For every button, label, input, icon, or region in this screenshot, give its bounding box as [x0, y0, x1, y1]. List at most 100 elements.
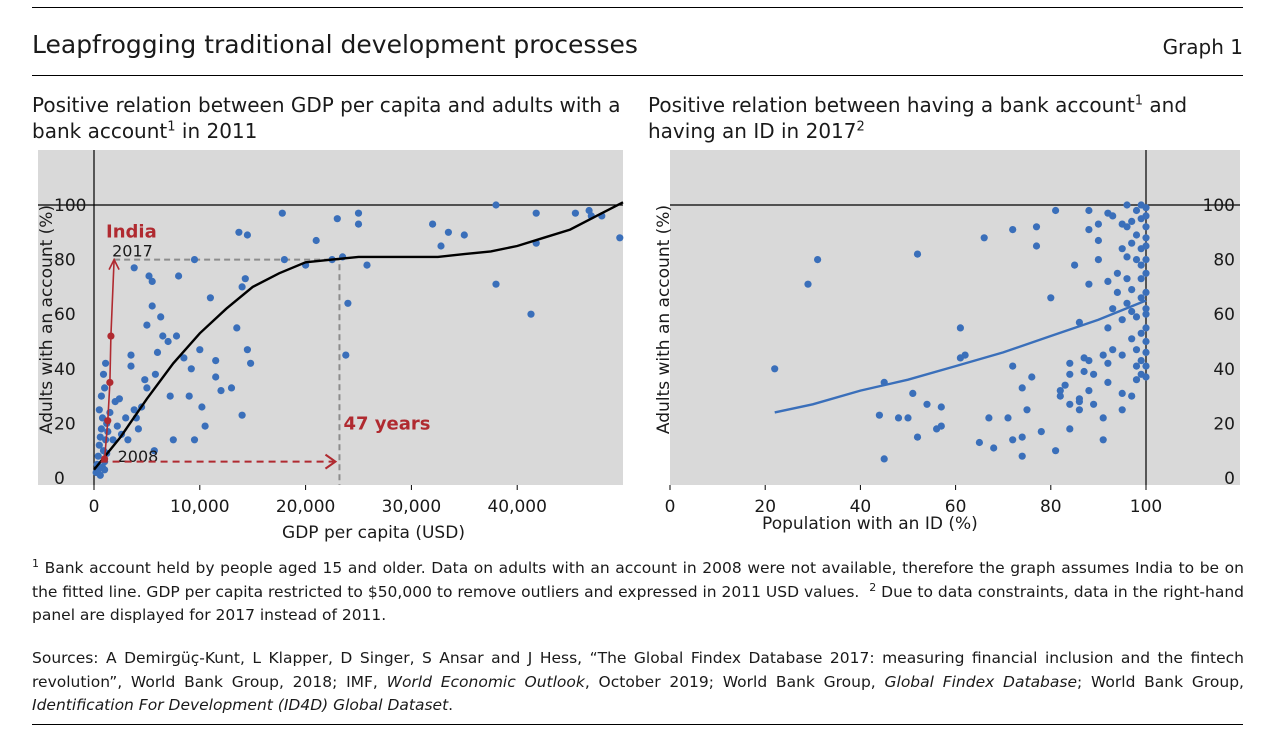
left-data-point [492, 280, 500, 288]
right-y-tick-label: 40 [1213, 360, 1235, 380]
right-data-point [1023, 406, 1031, 414]
right-x-axis-label: Population with an ID (%) [762, 514, 978, 534]
right-data-point [1118, 351, 1126, 359]
right-data-point [1132, 346, 1141, 354]
right-data-point [1094, 256, 1102, 264]
right-data-point [1018, 452, 1026, 460]
left-data-point [354, 220, 363, 228]
left-data-point [198, 403, 206, 411]
right-data-point [904, 414, 912, 422]
right-data-point [913, 250, 922, 258]
left-x-tick-label: 0 [89, 497, 100, 517]
right-data-point [1137, 357, 1145, 365]
left-data-point [437, 242, 445, 250]
right-data-point [956, 324, 965, 332]
right-data-point [814, 256, 822, 264]
right-data-point [1047, 294, 1055, 302]
right-x-tick-label: 20 [754, 497, 776, 517]
left-data-point [585, 206, 593, 215]
right-data-point [1123, 201, 1131, 209]
left-y-tick-label: 0 [54, 469, 65, 489]
left-fit-line [93, 201, 624, 471]
left-x-tick-label: 10,000 [170, 497, 229, 517]
left-data-point [113, 422, 121, 430]
right-data-point [880, 455, 888, 463]
left-data-point [141, 376, 149, 384]
right-y-tick-label: 80 [1213, 251, 1235, 271]
right-data-point [1123, 299, 1131, 307]
right-data-point [1075, 318, 1083, 326]
left-data-point [95, 406, 103, 414]
right-data-point [804, 280, 812, 288]
right-data-point [1132, 231, 1141, 239]
left-data-point [235, 228, 243, 236]
right-x-tick-label: 0 [665, 497, 676, 517]
left-data-point [196, 346, 204, 354]
right-data-point [1018, 433, 1026, 441]
india-point [106, 378, 114, 387]
right-data-point [1137, 275, 1145, 283]
right-data-point [1123, 275, 1131, 283]
right-data-point [1142, 337, 1150, 346]
right-data-point [1113, 269, 1121, 277]
left-data-point [130, 264, 138, 272]
left-data-point [280, 256, 288, 264]
left-data-point [247, 359, 255, 367]
left-y-tick-label: 60 [54, 305, 76, 325]
right-data-point [1137, 329, 1145, 337]
left-data-point [217, 387, 225, 395]
left-data-point [159, 332, 167, 340]
right-plot-area [670, 150, 1240, 485]
right-data-point [1004, 414, 1012, 422]
right-data-point [1028, 373, 1036, 381]
right-data-point [1128, 335, 1136, 343]
left-data-point [143, 321, 151, 329]
left-data-point [115, 395, 123, 403]
left-data-point [99, 370, 108, 378]
right-data-point [1056, 387, 1064, 395]
left-data-point [166, 392, 174, 400]
right-data-point [1066, 370, 1074, 378]
right-data-point [1142, 305, 1150, 313]
right-data-point [1142, 362, 1150, 370]
right-y-tick-label: 20 [1213, 414, 1235, 434]
left-data-point [201, 422, 209, 430]
right-data-point [1066, 425, 1074, 433]
right-data-point [1118, 245, 1126, 253]
right-data-point [1085, 387, 1093, 395]
left-data-point [102, 359, 110, 367]
india-point [104, 417, 112, 425]
right-data-point [1085, 206, 1093, 215]
left-data-point [130, 406, 138, 414]
right-data-point [1142, 212, 1150, 220]
left-data-point [227, 384, 236, 392]
right-data-point [1128, 307, 1136, 316]
left-data-point [94, 452, 102, 460]
right-data-point [1132, 256, 1141, 264]
right-data-point [1109, 212, 1117, 220]
left-data-point [190, 436, 199, 444]
left-data-point [148, 277, 156, 285]
right-data-point [1142, 242, 1150, 250]
bottom-rule [32, 724, 1243, 725]
right-data-point [937, 403, 945, 411]
left-data-point [97, 392, 105, 400]
left-data-point [157, 313, 165, 321]
right-data-point [937, 422, 945, 430]
left-data-point [312, 236, 320, 245]
right-data-point [923, 400, 931, 408]
right-data-point [1085, 357, 1093, 365]
right-data-point [1142, 223, 1150, 231]
right-data-point [1123, 223, 1131, 231]
left-data-point [429, 220, 437, 228]
right-data-point [771, 365, 779, 373]
right-data-point [1075, 406, 1083, 414]
right-data-point [1009, 436, 1017, 444]
left-y-axis-label: Adults with an account (%) [37, 205, 57, 434]
left-chart-subtitle: Positive relation between GDP per capita… [32, 93, 621, 143]
right-data-point [1132, 362, 1141, 370]
left-data-point [101, 384, 109, 392]
left-data-point [109, 436, 117, 444]
right-data-point [909, 389, 917, 397]
right-data-point [1109, 305, 1117, 313]
